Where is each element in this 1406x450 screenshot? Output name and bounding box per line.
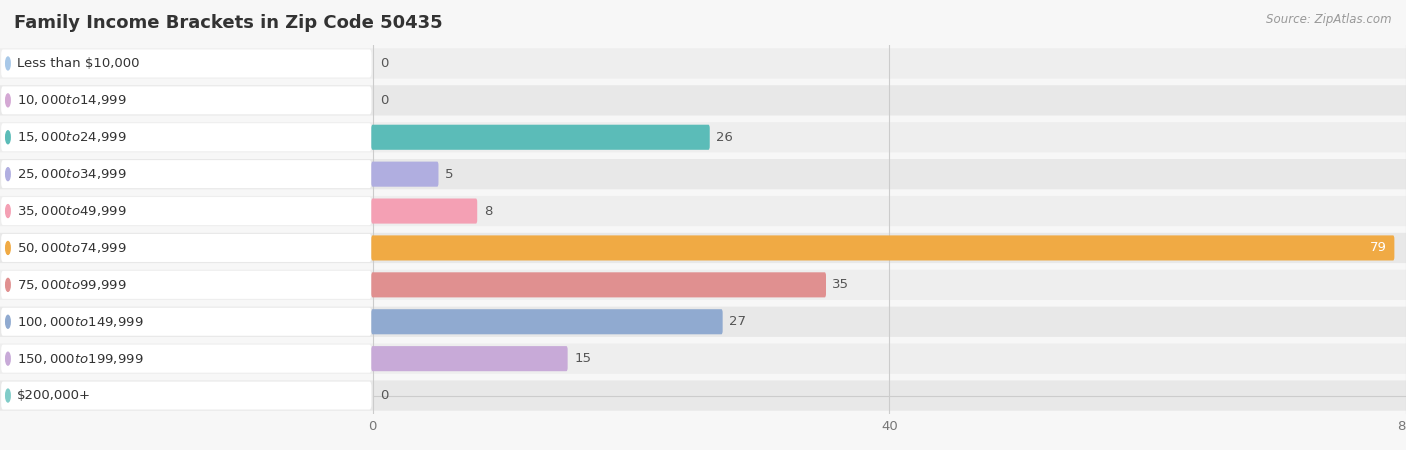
Text: $150,000 to $199,999: $150,000 to $199,999 xyxy=(17,351,143,366)
FancyBboxPatch shape xyxy=(0,380,1406,411)
FancyBboxPatch shape xyxy=(1,345,371,373)
Text: $35,000 to $49,999: $35,000 to $49,999 xyxy=(17,204,127,218)
Text: 0: 0 xyxy=(381,57,388,70)
FancyBboxPatch shape xyxy=(371,272,825,297)
Text: 0: 0 xyxy=(381,94,388,107)
FancyBboxPatch shape xyxy=(0,48,1406,79)
FancyBboxPatch shape xyxy=(371,125,710,150)
FancyBboxPatch shape xyxy=(371,162,439,187)
Text: 35: 35 xyxy=(832,279,849,291)
Text: 15: 15 xyxy=(574,352,591,365)
FancyBboxPatch shape xyxy=(371,198,477,224)
Circle shape xyxy=(6,279,10,291)
FancyBboxPatch shape xyxy=(1,160,371,188)
Circle shape xyxy=(6,168,10,180)
FancyBboxPatch shape xyxy=(1,234,371,262)
Text: 26: 26 xyxy=(716,131,733,144)
Text: Less than $10,000: Less than $10,000 xyxy=(17,57,139,70)
FancyBboxPatch shape xyxy=(1,86,371,114)
FancyBboxPatch shape xyxy=(371,235,1395,261)
Text: $75,000 to $99,999: $75,000 to $99,999 xyxy=(17,278,127,292)
Circle shape xyxy=(6,315,10,328)
Text: $25,000 to $34,999: $25,000 to $34,999 xyxy=(17,167,127,181)
Circle shape xyxy=(6,205,10,217)
Circle shape xyxy=(6,352,10,365)
Circle shape xyxy=(6,57,10,70)
Circle shape xyxy=(6,94,10,107)
FancyBboxPatch shape xyxy=(0,85,1406,116)
Text: Family Income Brackets in Zip Code 50435: Family Income Brackets in Zip Code 50435 xyxy=(14,14,443,32)
Circle shape xyxy=(6,389,10,402)
Text: 8: 8 xyxy=(484,205,492,217)
FancyBboxPatch shape xyxy=(0,122,1406,153)
FancyBboxPatch shape xyxy=(1,271,371,299)
Circle shape xyxy=(6,131,10,144)
Text: $10,000 to $14,999: $10,000 to $14,999 xyxy=(17,93,127,108)
Text: $100,000 to $149,999: $100,000 to $149,999 xyxy=(17,315,143,329)
FancyBboxPatch shape xyxy=(0,270,1406,300)
FancyBboxPatch shape xyxy=(371,309,723,334)
FancyBboxPatch shape xyxy=(0,343,1406,374)
FancyBboxPatch shape xyxy=(1,123,371,151)
Text: 0: 0 xyxy=(381,389,388,402)
Text: $15,000 to $24,999: $15,000 to $24,999 xyxy=(17,130,127,144)
FancyBboxPatch shape xyxy=(1,382,371,410)
FancyBboxPatch shape xyxy=(1,50,371,77)
Text: 79: 79 xyxy=(1369,242,1386,254)
Circle shape xyxy=(6,242,10,254)
Text: $50,000 to $74,999: $50,000 to $74,999 xyxy=(17,241,127,255)
Text: 5: 5 xyxy=(444,168,453,180)
FancyBboxPatch shape xyxy=(0,159,1406,189)
Text: Source: ZipAtlas.com: Source: ZipAtlas.com xyxy=(1267,14,1392,27)
FancyBboxPatch shape xyxy=(0,306,1406,337)
FancyBboxPatch shape xyxy=(1,197,371,225)
Text: 27: 27 xyxy=(730,315,747,328)
FancyBboxPatch shape xyxy=(371,346,568,371)
FancyBboxPatch shape xyxy=(0,233,1406,263)
FancyBboxPatch shape xyxy=(0,196,1406,226)
FancyBboxPatch shape xyxy=(1,308,371,336)
Text: $200,000+: $200,000+ xyxy=(17,389,90,402)
